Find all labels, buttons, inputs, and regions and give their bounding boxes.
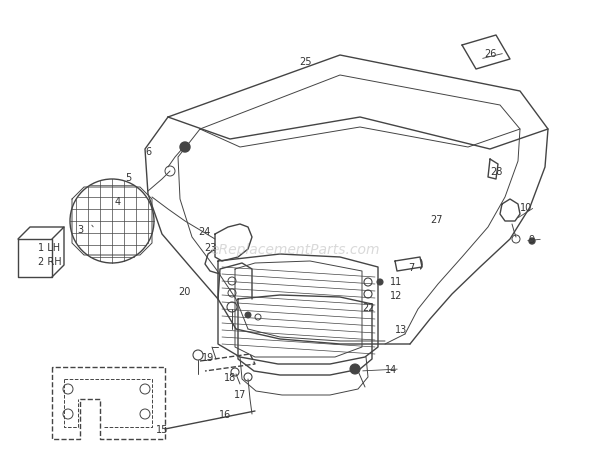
Text: 19: 19 xyxy=(202,352,214,362)
Text: 12: 12 xyxy=(390,291,402,300)
Text: 22: 22 xyxy=(362,302,375,312)
Text: 28: 28 xyxy=(490,167,502,177)
Text: 3: 3 xyxy=(77,224,83,235)
Text: 1 LH: 1 LH xyxy=(38,242,60,252)
Text: 7: 7 xyxy=(408,263,414,272)
Text: 27: 27 xyxy=(430,214,442,224)
Text: 6: 6 xyxy=(145,147,151,157)
Text: 5: 5 xyxy=(125,173,131,183)
Text: 15: 15 xyxy=(156,424,168,434)
Text: 16: 16 xyxy=(219,409,231,419)
Text: 17: 17 xyxy=(234,389,246,399)
Text: 23: 23 xyxy=(204,242,216,252)
Text: 13: 13 xyxy=(395,325,407,334)
Text: 10: 10 xyxy=(520,202,532,213)
Circle shape xyxy=(377,280,383,285)
Text: 25: 25 xyxy=(299,57,312,67)
Text: 18: 18 xyxy=(224,372,236,382)
Text: 11: 11 xyxy=(390,276,402,286)
Text: 24: 24 xyxy=(198,226,210,236)
Text: 9: 9 xyxy=(528,235,534,245)
Text: 2 RH: 2 RH xyxy=(38,257,61,266)
Circle shape xyxy=(180,143,190,153)
Text: 26: 26 xyxy=(484,49,496,59)
Circle shape xyxy=(350,364,360,374)
Circle shape xyxy=(245,312,251,318)
Text: 14: 14 xyxy=(385,364,397,374)
Circle shape xyxy=(529,239,535,245)
Text: 4: 4 xyxy=(115,196,121,207)
Text: 20: 20 xyxy=(178,286,191,297)
Text: eReplacementParts.com: eReplacementParts.com xyxy=(210,242,380,257)
